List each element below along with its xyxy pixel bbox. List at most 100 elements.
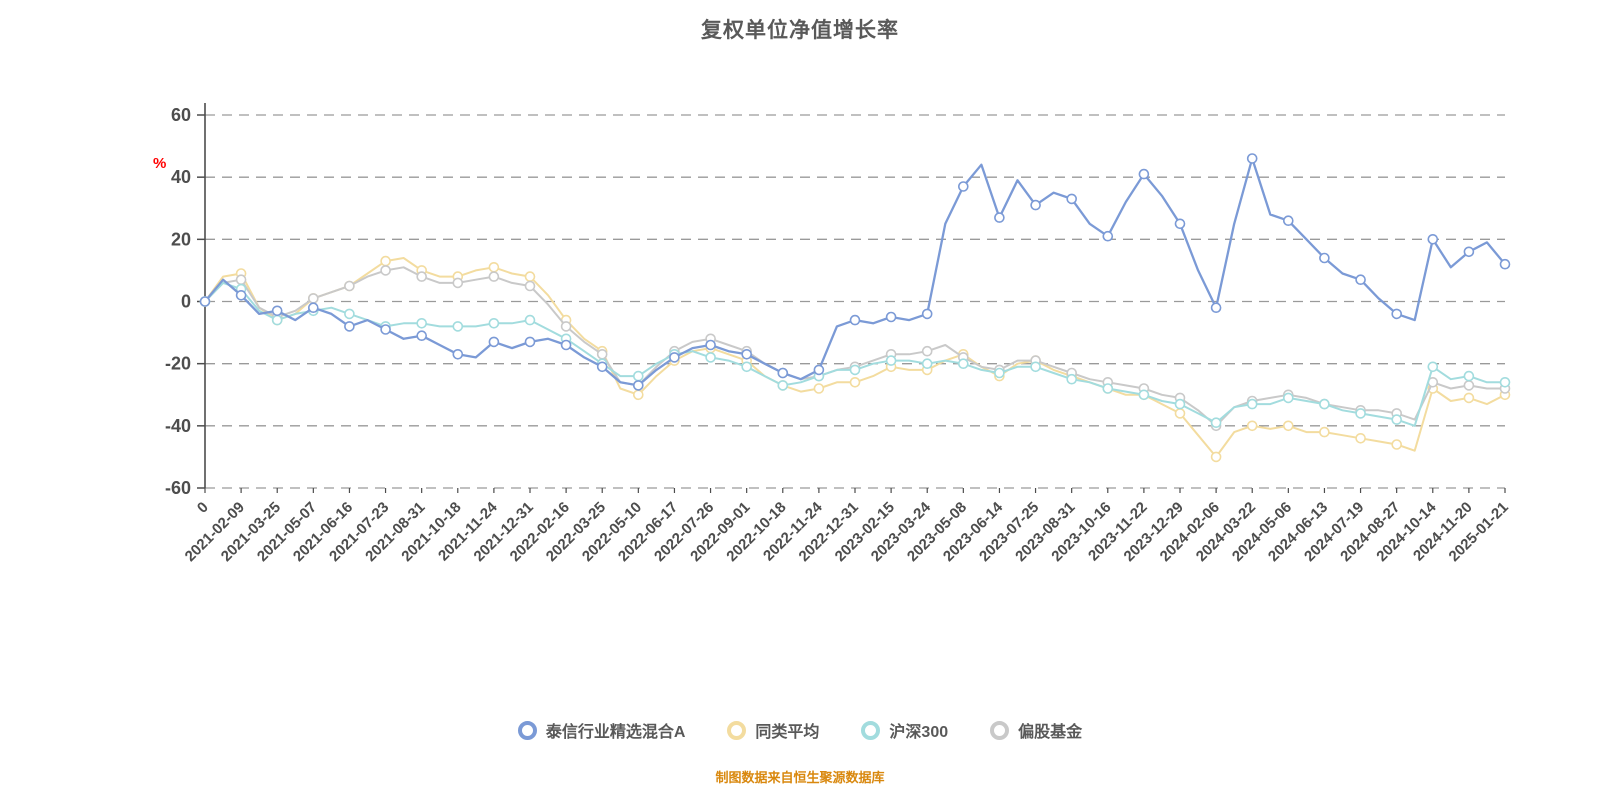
- fund-a-marker: [885, 311, 897, 323]
- fund-a-marker: [957, 181, 969, 192]
- peer-average-marker: [1210, 451, 1222, 463]
- hs300-marker: [1355, 408, 1366, 419]
- peer-average-line: [204, 257, 1506, 458]
- fund-a-marker: [669, 352, 680, 363]
- legend-marker-icon: [990, 720, 1010, 740]
- fund-a-marker: [1283, 215, 1294, 226]
- fund-a-marker: [1355, 274, 1366, 286]
- peer-average-marker: [1174, 408, 1186, 419]
- fund-a-marker: [1138, 168, 1150, 180]
- y-tick-label: 0: [181, 292, 191, 312]
- fund-a-marker: [1210, 302, 1222, 314]
- equity-fund-marker: [524, 280, 536, 292]
- y-tick-label: 60: [171, 105, 191, 125]
- fund-a-series: [199, 153, 1511, 391]
- y-tick-label: -60: [165, 478, 191, 498]
- hs300-marker: [1427, 361, 1439, 373]
- hs300-series: [199, 281, 1511, 429]
- legend-marker-icon: [517, 720, 537, 740]
- fund-a-marker: [199, 296, 211, 307]
- hs300-marker: [1102, 383, 1114, 394]
- fund-a-marker: [307, 302, 319, 314]
- legend-label: 同类平均: [755, 724, 820, 741]
- hs300-marker: [921, 358, 933, 370]
- equity-fund-marker: [488, 271, 500, 282]
- fund-a-marker: [524, 336, 536, 348]
- fund-a-line: [204, 157, 1506, 387]
- fund-a-marker: [235, 289, 247, 301]
- hs300-marker: [1066, 373, 1077, 385]
- equity-fund-marker: [380, 265, 391, 276]
- peer-average-marker: [1463, 392, 1475, 404]
- legend-label: 偏股基金: [1018, 724, 1083, 741]
- fund-a-marker: [1463, 246, 1475, 258]
- hs300-marker: [705, 352, 716, 363]
- fund-a-marker: [380, 324, 391, 335]
- fund-a-marker: [813, 364, 825, 376]
- legend-label: 泰信行业精选混合A: [545, 724, 686, 741]
- fund-a-marker: [1066, 193, 1077, 205]
- fund-a-marker: [596, 361, 608, 373]
- peer-average-marker: [488, 261, 500, 273]
- peer-average-series: [199, 255, 1511, 463]
- hs300-marker: [994, 367, 1005, 379]
- equity-fund-marker: [452, 277, 464, 289]
- legend-item-hs300: 沪深300: [861, 718, 948, 742]
- hs300-marker: [416, 317, 428, 329]
- fund-a-marker: [1030, 199, 1041, 211]
- equity-fund-marker: [921, 345, 933, 357]
- fund-a-marker: [849, 314, 861, 326]
- fund-a-marker: [705, 339, 716, 351]
- hs300-marker: [741, 361, 753, 373]
- fund-a-marker: [921, 308, 933, 320]
- y-tick-label: -20: [165, 354, 191, 374]
- data-source-note: 制图数据来自恒生聚源数据库: [715, 770, 885, 785]
- hs300-marker: [1030, 361, 1041, 373]
- peer-average-marker: [1319, 426, 1330, 438]
- fund-a-marker: [271, 305, 283, 317]
- peer-average-marker: [849, 376, 861, 388]
- hs300-marker: [885, 355, 897, 366]
- equity-fund-marker: [235, 274, 247, 286]
- hs300-marker: [1210, 417, 1222, 429]
- equity-fund-marker: [560, 321, 572, 332]
- y-tick-label: 20: [171, 229, 191, 249]
- equity-fund-series: [199, 265, 1511, 432]
- equity-fund-marker: [1463, 380, 1475, 391]
- fund-a-marker: [452, 348, 464, 360]
- fund-a-marker: [1174, 218, 1186, 230]
- hs300-marker: [452, 321, 464, 332]
- fund-a-marker: [488, 336, 500, 348]
- hs300-marker: [777, 380, 789, 391]
- fund-a-marker: [1427, 234, 1439, 245]
- peer-average-marker: [813, 383, 825, 394]
- equity-fund-marker: [416, 271, 428, 282]
- fund-a-marker: [560, 339, 572, 351]
- legend-item-equity-fund: 偏股基金: [990, 718, 1082, 742]
- fund-a-marker: [777, 367, 789, 379]
- fund-a-marker: [741, 348, 753, 360]
- fund-a-marker: [416, 330, 428, 342]
- peer-average-marker: [1246, 420, 1258, 432]
- x-tick-label: 0: [194, 499, 212, 517]
- fund-a-marker: [632, 380, 644, 391]
- peer-average-marker: [380, 255, 391, 267]
- hs300-marker: [1319, 398, 1330, 410]
- hs300-marker: [632, 370, 644, 382]
- hs300-marker: [1174, 398, 1186, 410]
- y-tick-label: 40: [171, 167, 191, 187]
- hs300-marker: [1499, 376, 1511, 388]
- peer-average-marker: [524, 271, 536, 282]
- fund-a-marker: [344, 321, 355, 332]
- hs300-marker: [524, 314, 536, 326]
- hs300-marker: [957, 358, 969, 370]
- legend-item-peer-average: 同类平均: [727, 718, 819, 742]
- equity-fund-marker: [344, 280, 355, 292]
- x-axis-labels: 02021-02-092021-03-252021-05-072021-06-1…: [182, 488, 1512, 565]
- fund-a-marker: [1102, 230, 1114, 242]
- legend-label: 沪深300: [889, 724, 949, 741]
- hs300-marker: [344, 308, 355, 320]
- hs300-marker: [1463, 370, 1475, 382]
